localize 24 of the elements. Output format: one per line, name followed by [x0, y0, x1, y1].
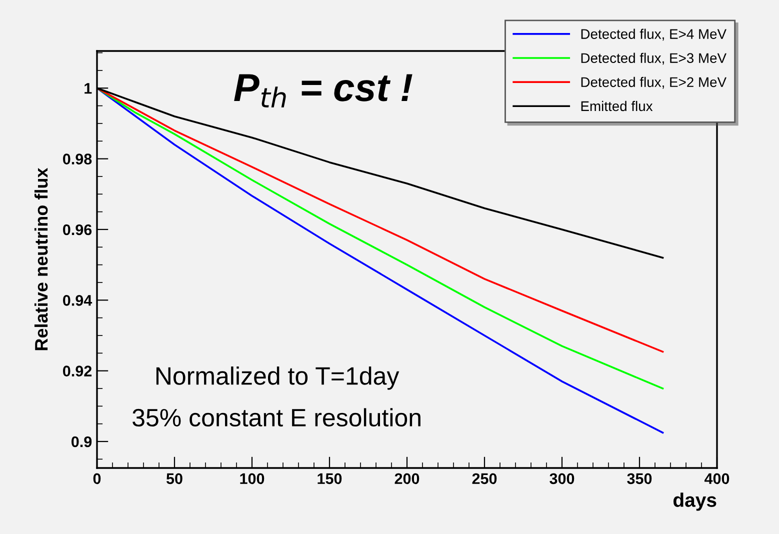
x-tick-label: 200 — [394, 473, 420, 484]
annotation: 35% constant E resolution — [132, 408, 420, 427]
y-tick-label: 0.94 — [63, 295, 92, 306]
legend-label: Emitted flux — [581, 100, 653, 112]
annotation: P$_{th}$ = cst ! — [234, 74, 412, 108]
y-axis-title: Relative neutrino flux — [34, 168, 48, 350]
y-tick-label: 0.9 — [72, 436, 92, 448]
y-tick-label: 0.96 — [63, 224, 92, 236]
y-tick-label: 1 — [84, 83, 92, 94]
annotation: Normalized to T=1day — [156, 366, 400, 390]
x-tick-label: 300 — [550, 473, 574, 484]
x-tick-label: 50 — [166, 473, 182, 484]
x-tick-label: 0 — [93, 473, 101, 484]
y-tick-label: 0.98 — [63, 154, 92, 164]
legend-label: Detected flux, E>4 MeV — [581, 28, 726, 41]
y-tick-label: 0.92 — [63, 366, 92, 377]
legend-label: Detected flux, E>3 MeV — [581, 52, 726, 65]
x-tick-label: 350 — [627, 473, 652, 484]
legend-label: Detected flux, E>2 MeV — [581, 76, 726, 89]
x-axis-title: days — [673, 492, 716, 511]
x-tick-label: 400 — [704, 473, 730, 484]
x-tick-label: 100 — [240, 473, 264, 484]
x-tick-label: 150 — [318, 473, 342, 484]
x-tick-label: 250 — [472, 473, 497, 484]
